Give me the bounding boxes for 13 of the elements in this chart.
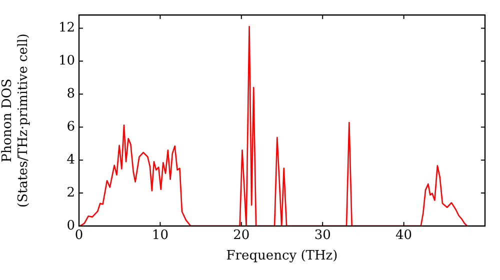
x-tick-label: 10 xyxy=(152,228,168,244)
y-axis-title: Phonon DOS (States/THz·primitive cell) xyxy=(0,33,31,208)
y-tick-label: 10 xyxy=(58,54,75,69)
x-tick-label: 20 xyxy=(233,228,250,244)
y-tick-label: 4 xyxy=(66,152,75,168)
y-tick-label: 2 xyxy=(66,185,75,200)
x-axis-title: Frequency (THz) xyxy=(226,248,338,264)
x-tick-label: 40 xyxy=(396,228,412,244)
y-tick-label: 0 xyxy=(66,218,75,234)
y-tick-label: 8 xyxy=(66,86,75,102)
y-tick-label: 6 xyxy=(66,119,75,134)
y-tick-label: 12 xyxy=(58,20,75,36)
x-tick-label: 30 xyxy=(314,228,331,244)
